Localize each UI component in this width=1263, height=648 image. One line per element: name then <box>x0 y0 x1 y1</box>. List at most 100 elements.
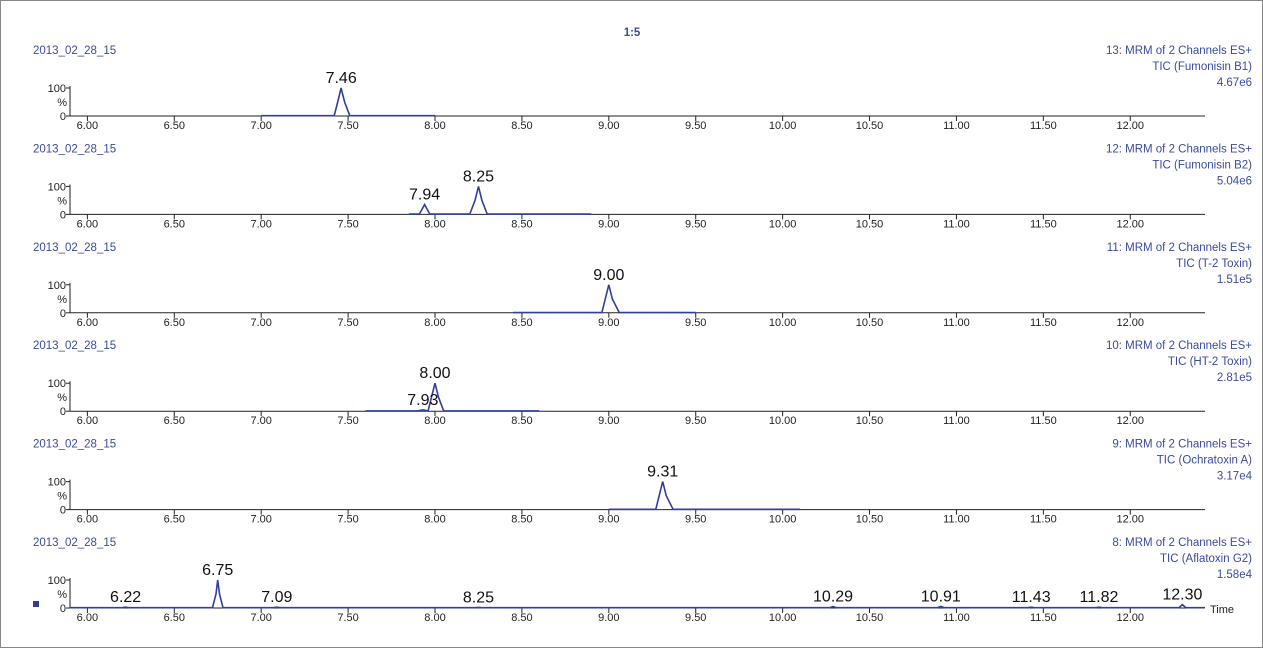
channel-label: 4.67e6 <box>1217 77 1252 89</box>
peak-label: 10.29 <box>813 589 853 606</box>
x-axis-label: Time <box>1210 604 1234 616</box>
trace <box>408 186 592 215</box>
y-tick-label: 100 <box>48 575 66 587</box>
x-tick-label: 10.00 <box>769 612 797 624</box>
x-tick-label: 10.50 <box>856 612 884 624</box>
x-tick-label: 11.50 <box>1030 120 1057 132</box>
y-axis-label: % <box>57 195 67 207</box>
x-tick-label: 8.50 <box>511 612 532 624</box>
trace <box>608 481 800 511</box>
x-tick-label: 9.00 <box>598 120 619 132</box>
channel-label: TIC (HT-2 Toxin) <box>1168 356 1252 368</box>
channel-label: 1.51e5 <box>1217 274 1252 286</box>
peak-label: 6.22 <box>110 589 141 606</box>
x-tick-label: 6.50 <box>164 317 185 329</box>
peak-label: 6.75 <box>202 562 233 579</box>
x-tick-label: 6.50 <box>164 514 185 526</box>
peak-label: 8.25 <box>463 589 494 606</box>
channel-label: 2.81e5 <box>1217 372 1252 384</box>
channel-label: 9: MRM of 2 Channels ES+ <box>1112 439 1252 451</box>
x-tick-label: 11.50 <box>1030 218 1057 230</box>
panel-title: 2013_02_28_15 <box>33 537 116 549</box>
x-tick-label: 12.00 <box>1116 612 1144 624</box>
x-tick-label: 7.50 <box>337 120 358 132</box>
x-tick-label: 10.50 <box>856 120 884 132</box>
y-axis-label: % <box>57 392 67 404</box>
x-tick-label: 8.00 <box>424 120 445 132</box>
x-tick-label: 11.00 <box>943 415 970 427</box>
x-tick-label: 8.50 <box>511 120 532 132</box>
x-tick-label: 12.00 <box>1116 514 1144 526</box>
peak-label: 11.82 <box>1080 589 1119 606</box>
trace <box>70 579 1205 609</box>
panel-title: 2013_02_28_15 <box>33 340 116 352</box>
x-tick-label: 12.00 <box>1116 218 1144 230</box>
x-tick-label: 8.00 <box>424 612 445 624</box>
y-tick-label: 100 <box>48 181 66 193</box>
x-tick-label: 7.00 <box>250 120 271 132</box>
x-tick-label: 9.00 <box>598 218 619 230</box>
x-tick-label: 9.50 <box>685 218 706 230</box>
peak-label: 7.94 <box>409 187 440 204</box>
channel-label: 10: MRM of 2 Channels ES+ <box>1106 340 1252 352</box>
x-tick-label: 7.50 <box>337 317 358 329</box>
trace <box>513 284 696 314</box>
x-tick-label: 10.50 <box>856 514 884 526</box>
channel-label: TIC (Fumonisin B1) <box>1152 61 1252 73</box>
trace <box>365 383 540 412</box>
peak-label: 10.91 <box>921 588 961 605</box>
y-tick-label: 0 <box>60 308 66 320</box>
trace <box>261 87 435 117</box>
y-tick-label: 100 <box>48 378 66 390</box>
y-axis-label: % <box>57 97 67 109</box>
y-axis-label: % <box>57 589 67 601</box>
x-tick-label: 11.50 <box>1030 415 1057 427</box>
trace-marker <box>33 601 39 607</box>
x-tick-label: 9.00 <box>598 612 619 624</box>
x-tick-label: 11.50 <box>1030 317 1057 329</box>
x-tick-label: 7.00 <box>250 514 271 526</box>
y-axis-label: % <box>57 294 67 306</box>
panel-title: 2013_02_28_15 <box>33 45 116 57</box>
y-tick-label: 100 <box>48 280 66 292</box>
x-tick-label: 7.50 <box>337 612 358 624</box>
peak-label: 7.93 <box>407 392 438 409</box>
peak-label: 7.46 <box>326 70 357 87</box>
x-tick-label: 12.00 <box>1116 415 1144 427</box>
peak-label: 11.43 <box>1012 589 1051 606</box>
x-tick-label: 10.00 <box>769 514 797 526</box>
x-tick-label: 7.00 <box>250 612 271 624</box>
x-tick-label: 6.00 <box>77 415 98 427</box>
y-tick-label: 0 <box>60 209 66 221</box>
x-tick-label: 8.00 <box>424 415 445 427</box>
channel-label: 8: MRM of 2 Channels ES+ <box>1112 537 1252 549</box>
x-tick-label: 9.00 <box>598 415 619 427</box>
x-tick-label: 9.50 <box>685 514 706 526</box>
x-tick-label: 6.50 <box>164 218 185 230</box>
x-tick-label: 8.00 <box>424 317 445 329</box>
x-tick-label: 7.00 <box>250 218 271 230</box>
x-tick-label: 6.00 <box>77 120 98 132</box>
y-tick-label: 0 <box>60 603 66 615</box>
y-tick-label: 0 <box>60 505 66 517</box>
panel-title: 2013_02_28_15 <box>33 242 116 254</box>
panel-title: 2013_02_28_15 <box>33 439 116 451</box>
channel-label: TIC (Ochratoxin A) <box>1157 455 1252 467</box>
peak-label: 8.25 <box>463 168 494 185</box>
channel-label: TIC (T-2 Toxin) <box>1176 258 1252 270</box>
x-tick-label: 6.50 <box>164 120 185 132</box>
channel-label: 1.58e4 <box>1217 569 1253 581</box>
y-tick-label: 100 <box>48 83 66 95</box>
x-tick-label: 11.50 <box>1030 514 1057 526</box>
y-tick-label: 0 <box>60 111 66 123</box>
x-tick-label: 6.00 <box>77 612 98 624</box>
channel-label: TIC (Aflatoxin G2) <box>1160 553 1252 565</box>
x-tick-label: 7.50 <box>337 514 358 526</box>
y-tick-label: 0 <box>60 406 66 418</box>
peak-label: 7.09 <box>261 589 292 606</box>
x-tick-label: 6.50 <box>164 612 185 624</box>
y-axis-label: % <box>57 491 67 503</box>
channel-label: 3.17e4 <box>1217 471 1253 483</box>
